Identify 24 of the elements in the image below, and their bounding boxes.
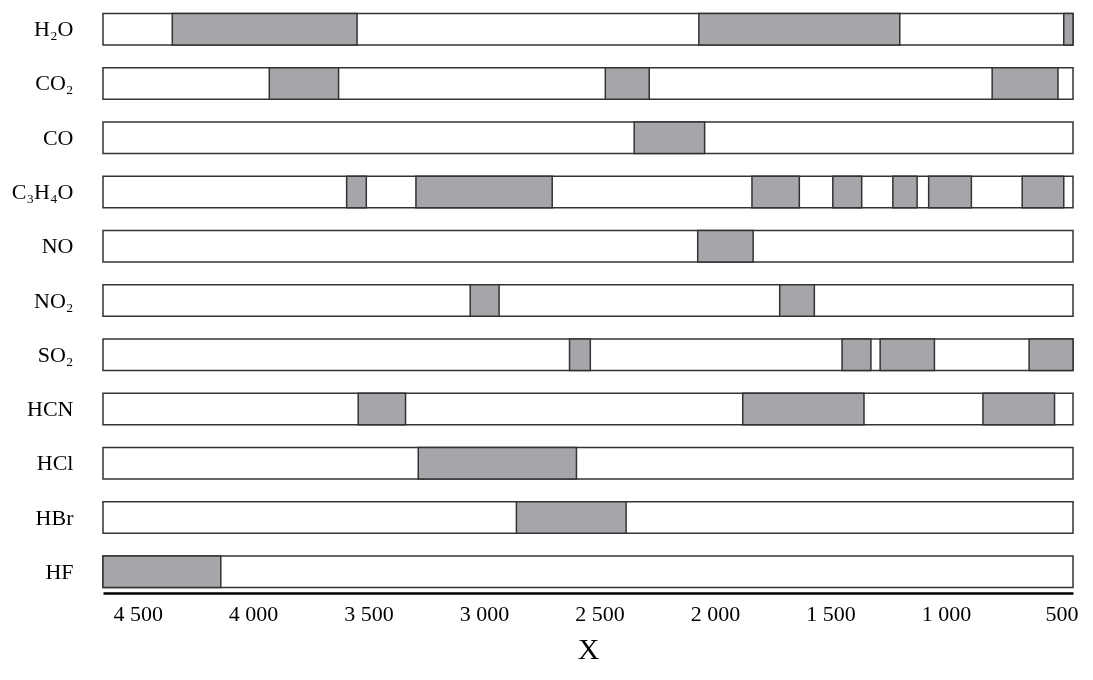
x-tick-label: 4 000 bbox=[228, 600, 279, 626]
y-tick-label: CO bbox=[42, 124, 74, 150]
x-tick-label: 4 500 bbox=[113, 600, 163, 626]
bar bbox=[102, 121, 1074, 155]
y-tick-label: C₃H₄O bbox=[11, 178, 74, 204]
x-tick-label: 3 500 bbox=[344, 600, 394, 626]
x-axis-title: X bbox=[577, 631, 600, 665]
bar bbox=[102, 284, 1074, 317]
x-tick-label: 1 000 bbox=[921, 600, 972, 626]
x-tick-label: 3 000 bbox=[459, 600, 510, 626]
bar bbox=[102, 229, 1074, 263]
y-tick-label: CO₂ bbox=[35, 70, 74, 96]
y-tick-label: NO bbox=[41, 233, 74, 259]
y-tick-label: NO₂ bbox=[34, 287, 74, 313]
y-tick-label: HCN bbox=[27, 396, 74, 422]
x-tick-label: 2 500 bbox=[575, 600, 625, 626]
x-tick-label: 2 000 bbox=[690, 600, 741, 626]
y-tick-label: H₂O bbox=[34, 16, 74, 42]
y-tick-label: HCl bbox=[36, 450, 74, 476]
x-tick-label: 500 bbox=[1045, 600, 1079, 626]
y-tick-label: SO₂ bbox=[37, 341, 74, 367]
y-tick-label: HF bbox=[45, 558, 74, 584]
x-tick-label: 1 500 bbox=[806, 600, 856, 626]
y-tick-label: HBr bbox=[35, 504, 75, 530]
